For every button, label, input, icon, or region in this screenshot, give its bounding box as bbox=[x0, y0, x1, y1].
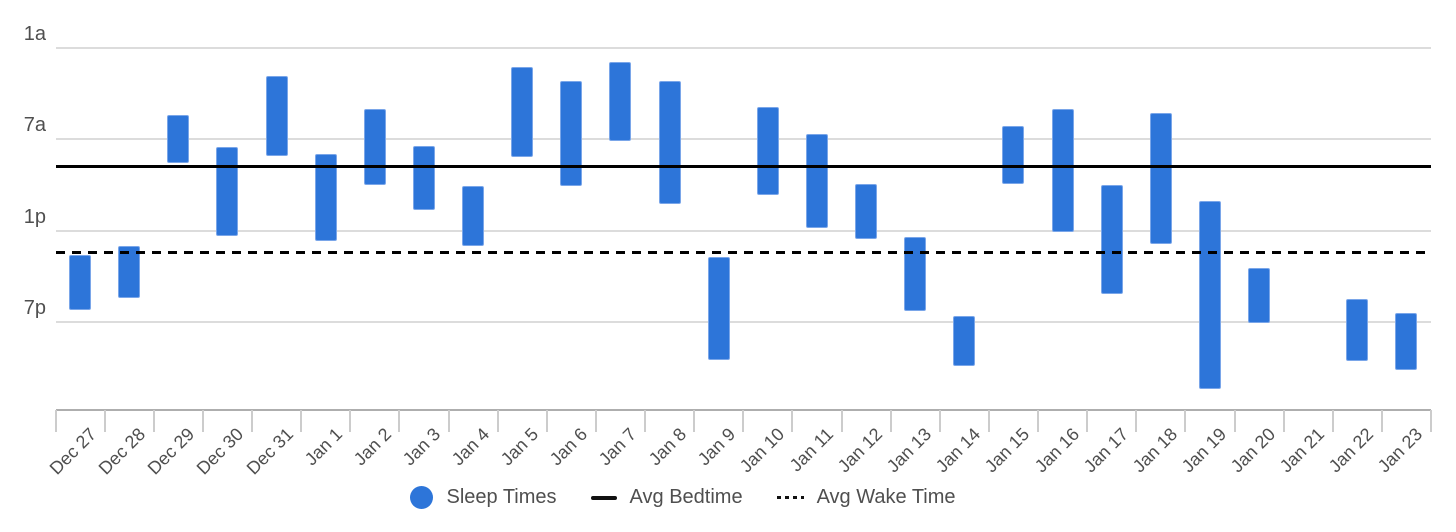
y-axis-label: 7a bbox=[23, 114, 46, 137]
sleep-bar[interactable] bbox=[707, 257, 730, 361]
y-gridline bbox=[55, 321, 1431, 324]
y-axis-label: 1a bbox=[23, 23, 46, 45]
sleep-bar[interactable] bbox=[658, 80, 681, 205]
sleep-bar[interactable] bbox=[1248, 267, 1271, 323]
x-axis-tick bbox=[1135, 409, 1138, 432]
sleep-bar[interactable] bbox=[511, 67, 534, 158]
sleep-bar[interactable] bbox=[1051, 109, 1074, 232]
legend-item-avg-wake-time[interactable]: Avg Wake Time bbox=[776, 486, 956, 509]
sleep-bar[interactable] bbox=[216, 146, 239, 237]
sleep-bar[interactable] bbox=[118, 245, 141, 299]
y-axis-label: 7p bbox=[23, 297, 46, 320]
x-axis-tick bbox=[1086, 409, 1089, 432]
sleep-bar[interactable] bbox=[462, 185, 485, 246]
x-axis-tick bbox=[987, 409, 990, 432]
sleep-bar[interactable] bbox=[1346, 298, 1369, 362]
x-axis-tick bbox=[103, 409, 106, 432]
x-axis-tick bbox=[1282, 409, 1285, 432]
sleep-bar[interactable] bbox=[756, 107, 779, 196]
sleep-bar[interactable] bbox=[412, 146, 435, 211]
x-axis-tick bbox=[201, 409, 204, 432]
sleep-bar[interactable] bbox=[560, 80, 583, 186]
legend-label-avg-bedtime: Avg Bedtime bbox=[629, 486, 743, 508]
x-axis-tick bbox=[644, 409, 646, 432]
sleep-bar[interactable] bbox=[609, 62, 632, 141]
sleep-bar[interactable] bbox=[167, 115, 190, 163]
sleep-bar[interactable] bbox=[314, 154, 337, 241]
sleep-bar[interactable] bbox=[1100, 185, 1123, 294]
x-axis-tick bbox=[1331, 409, 1334, 432]
avg-bedtime-line bbox=[55, 165, 1431, 169]
sleep-bar[interactable] bbox=[1149, 113, 1172, 245]
x-axis-tick bbox=[447, 409, 450, 432]
avg-wake-time-swatch-icon bbox=[776, 496, 804, 499]
sleep-bar[interactable] bbox=[1395, 312, 1418, 370]
x-axis-tick bbox=[545, 409, 548, 432]
legend-label-avg-wake-time: Avg Wake Time bbox=[816, 486, 956, 508]
x-axis-tick bbox=[1430, 409, 1432, 432]
sleep-bar[interactable] bbox=[953, 316, 976, 367]
x-axis-tick bbox=[1037, 409, 1039, 432]
y-gridline bbox=[55, 229, 1431, 232]
x-axis-tick bbox=[349, 409, 352, 432]
x-axis-tick bbox=[300, 409, 303, 432]
x-axis-tick bbox=[152, 409, 155, 432]
chart-legend: Sleep Times Avg Bedtime Avg Wake Time bbox=[0, 486, 1411, 509]
x-axis-tick bbox=[1184, 409, 1187, 432]
x-axis-tick bbox=[840, 409, 843, 432]
x-axis-tick bbox=[938, 409, 941, 432]
y-gridline bbox=[55, 47, 1431, 49]
x-axis-tick bbox=[1380, 409, 1383, 432]
x-axis-tick bbox=[791, 409, 794, 432]
x-axis-tick bbox=[54, 409, 57, 432]
legend-item-sleep-times[interactable]: Sleep Times bbox=[410, 486, 557, 509]
x-axis-tick bbox=[251, 409, 253, 432]
y-gridline bbox=[55, 138, 1431, 141]
x-axis-tick bbox=[398, 409, 401, 432]
legend-item-avg-bedtime[interactable]: Avg Bedtime bbox=[590, 486, 743, 509]
y-axis-label: 1p bbox=[23, 205, 46, 228]
sleep-bar[interactable] bbox=[855, 184, 878, 239]
legend-label-sleep-times: Sleep Times bbox=[446, 486, 557, 508]
avg-bedtime-swatch-icon bbox=[590, 495, 617, 500]
sleep-times-swatch-icon bbox=[410, 486, 434, 509]
sleep-bar[interactable] bbox=[1198, 201, 1221, 390]
x-axis-tick bbox=[1233, 409, 1236, 432]
sleep-bar[interactable] bbox=[1002, 125, 1025, 184]
x-axis-tick bbox=[889, 409, 892, 432]
sleep-bar[interactable] bbox=[265, 75, 288, 156]
sleep-bar[interactable] bbox=[69, 254, 92, 311]
sleep-bar[interactable] bbox=[805, 134, 828, 229]
avg-wake-time-line bbox=[55, 251, 1431, 255]
x-axis-tick bbox=[742, 409, 745, 432]
x-axis-tick bbox=[693, 409, 696, 432]
x-axis-tick bbox=[496, 409, 499, 432]
x-axis-tick bbox=[594, 409, 597, 432]
sleep-bar[interactable] bbox=[363, 109, 386, 185]
sleep-bar[interactable] bbox=[904, 236, 927, 311]
